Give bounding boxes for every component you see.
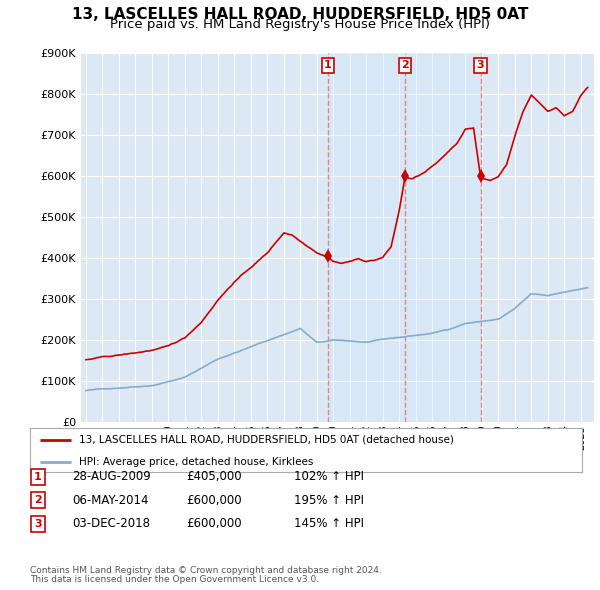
Text: 102% ↑ HPI: 102% ↑ HPI (294, 470, 364, 483)
Text: £600,000: £600,000 (186, 517, 242, 530)
Text: £405,000: £405,000 (186, 470, 242, 483)
Text: 1: 1 (324, 60, 331, 70)
Text: 03-DEC-2018: 03-DEC-2018 (72, 517, 150, 530)
Text: 145% ↑ HPI: 145% ↑ HPI (294, 517, 364, 530)
Text: Price paid vs. HM Land Registry's House Price Index (HPI): Price paid vs. HM Land Registry's House … (110, 18, 490, 31)
Text: Contains HM Land Registry data © Crown copyright and database right 2024.: Contains HM Land Registry data © Crown c… (30, 566, 382, 575)
Text: 13, LASCELLES HALL ROAD, HUDDERSFIELD, HD5 0AT (detached house): 13, LASCELLES HALL ROAD, HUDDERSFIELD, H… (79, 435, 454, 445)
Text: 2: 2 (401, 60, 409, 70)
Text: 3: 3 (34, 519, 41, 529)
Bar (328, 53, 481, 422)
Text: HPI: Average price, detached house, Kirklees: HPI: Average price, detached house, Kirk… (79, 457, 313, 467)
Text: 3: 3 (477, 60, 484, 70)
Text: 06-MAY-2014: 06-MAY-2014 (72, 494, 149, 507)
Text: £600,000: £600,000 (186, 494, 242, 507)
Text: 195% ↑ HPI: 195% ↑ HPI (294, 494, 364, 507)
Text: This data is licensed under the Open Government Licence v3.0.: This data is licensed under the Open Gov… (30, 575, 319, 584)
Text: 1: 1 (34, 472, 41, 481)
Text: 2: 2 (34, 496, 41, 505)
Text: 28-AUG-2009: 28-AUG-2009 (72, 470, 151, 483)
Text: 13, LASCELLES HALL ROAD, HUDDERSFIELD, HD5 0AT: 13, LASCELLES HALL ROAD, HUDDERSFIELD, H… (72, 7, 528, 22)
